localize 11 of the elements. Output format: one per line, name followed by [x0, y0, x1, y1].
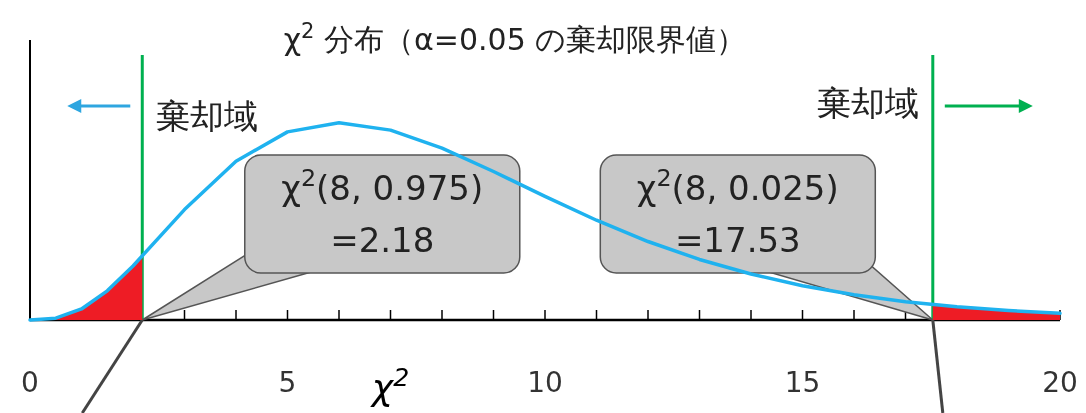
x-tick-label: 5 — [278, 366, 297, 399]
x-tick-label: 0 — [21, 366, 39, 399]
x-tick-label: 10 — [527, 366, 563, 399]
chart-title: χ$^{2}$ 分布（α=0.05 の棄却限界値） — [283, 19, 747, 57]
x-tick-label: 20 — [1042, 366, 1078, 399]
annotation: χ$^{2}$(8, 0.025) =17.53 — [636, 164, 839, 260]
annotation: χ$^{2}$(8, 0.975) =2.18 — [281, 164, 484, 260]
ref-line-label: 棄却域 — [816, 83, 919, 123]
x-axis-title: χ$^{2}$ — [369, 362, 410, 408]
x-tick-label: 15 — [784, 366, 821, 399]
ref-line-label: 棄却域 — [156, 96, 259, 136]
